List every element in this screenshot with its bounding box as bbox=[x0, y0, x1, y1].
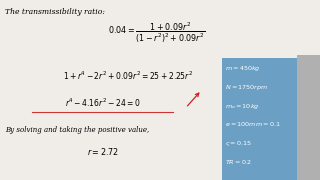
Text: $TR = 0.2$: $TR = 0.2$ bbox=[225, 158, 252, 166]
Bar bbox=[297, 55, 320, 180]
Text: $m = 450kg$: $m = 450kg$ bbox=[225, 64, 261, 73]
Text: By solving and taking the positive value,: By solving and taking the positive value… bbox=[5, 126, 149, 134]
Text: $r^4-4.16r^2-24=0$: $r^4-4.16r^2-24=0$ bbox=[65, 96, 140, 109]
Text: $N = 1750rpm$: $N = 1750rpm$ bbox=[225, 83, 268, 92]
Text: $0.04 = \dfrac{1+0.09r^2}{(1-r^2)^2+0.09r^2}$: $0.04 = \dfrac{1+0.09r^2}{(1-r^2)^2+0.09… bbox=[108, 21, 206, 46]
Text: $\varsigma = 0.15$: $\varsigma = 0.15$ bbox=[225, 139, 252, 148]
Bar bbox=[222, 58, 297, 180]
Text: The transmissibility ratio:: The transmissibility ratio: bbox=[5, 8, 105, 16]
Text: $r = 2.72$: $r = 2.72$ bbox=[87, 146, 118, 157]
Text: $m_o = 10kg$: $m_o = 10kg$ bbox=[225, 102, 260, 111]
Text: $1+r^4-2r^2+0.09r^2=25+2.25r^2$: $1+r^4-2r^2+0.09r^2=25+2.25r^2$ bbox=[63, 69, 193, 82]
Text: $e = 100mm = 0.1$: $e = 100mm = 0.1$ bbox=[225, 120, 281, 128]
